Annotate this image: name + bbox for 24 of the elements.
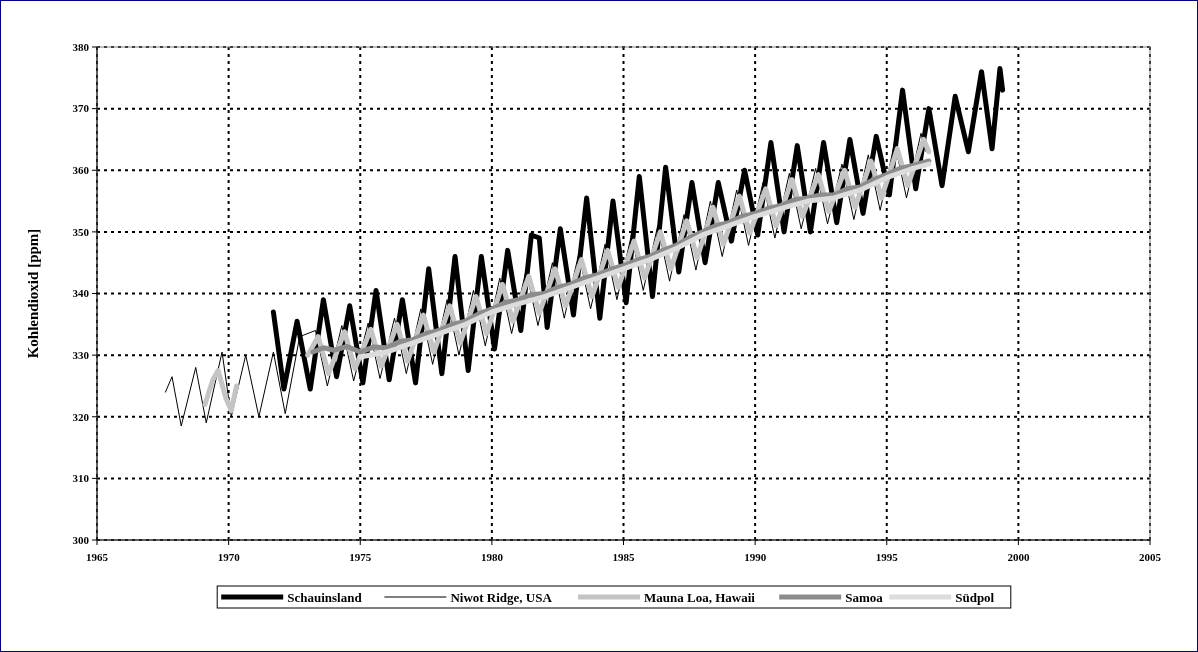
y-tick-label: 380 bbox=[72, 40, 90, 53]
y-tick-label: 320 bbox=[72, 410, 90, 423]
y-axis-title: Kohlendioxid [ppm] bbox=[25, 228, 41, 359]
y-tick-label: 300 bbox=[72, 533, 90, 546]
x-tick-label: 1970 bbox=[217, 551, 241, 563]
y-tick-label: 340 bbox=[72, 287, 90, 300]
x-tick-label: 2005 bbox=[1139, 551, 1162, 563]
y-tick-label: 370 bbox=[72, 102, 90, 115]
y-tick-label: 350 bbox=[72, 225, 90, 238]
x-tick-label: 1965 bbox=[86, 551, 109, 563]
x-tick-label: 1985 bbox=[612, 551, 635, 563]
x-tick-label: 1990 bbox=[744, 551, 767, 563]
legend-label: Niwot Ridge, USA bbox=[450, 589, 553, 605]
legend-label: Samoa bbox=[845, 589, 884, 605]
x-tick-label: 1995 bbox=[875, 551, 899, 563]
x-tick-label: 1980 bbox=[480, 551, 504, 563]
y-tick-label: 330 bbox=[72, 348, 90, 361]
y-tick-label: 360 bbox=[72, 164, 90, 177]
legend-label: Mauna Loa, Hawaii bbox=[644, 589, 756, 605]
legend-label: Südpol bbox=[955, 589, 995, 605]
x-tick-label: 1975 bbox=[349, 551, 372, 563]
x-tick-label: 2000 bbox=[1007, 551, 1030, 563]
y-tick-label: 310 bbox=[72, 472, 90, 485]
legend-label: Schauinsland bbox=[287, 589, 363, 605]
